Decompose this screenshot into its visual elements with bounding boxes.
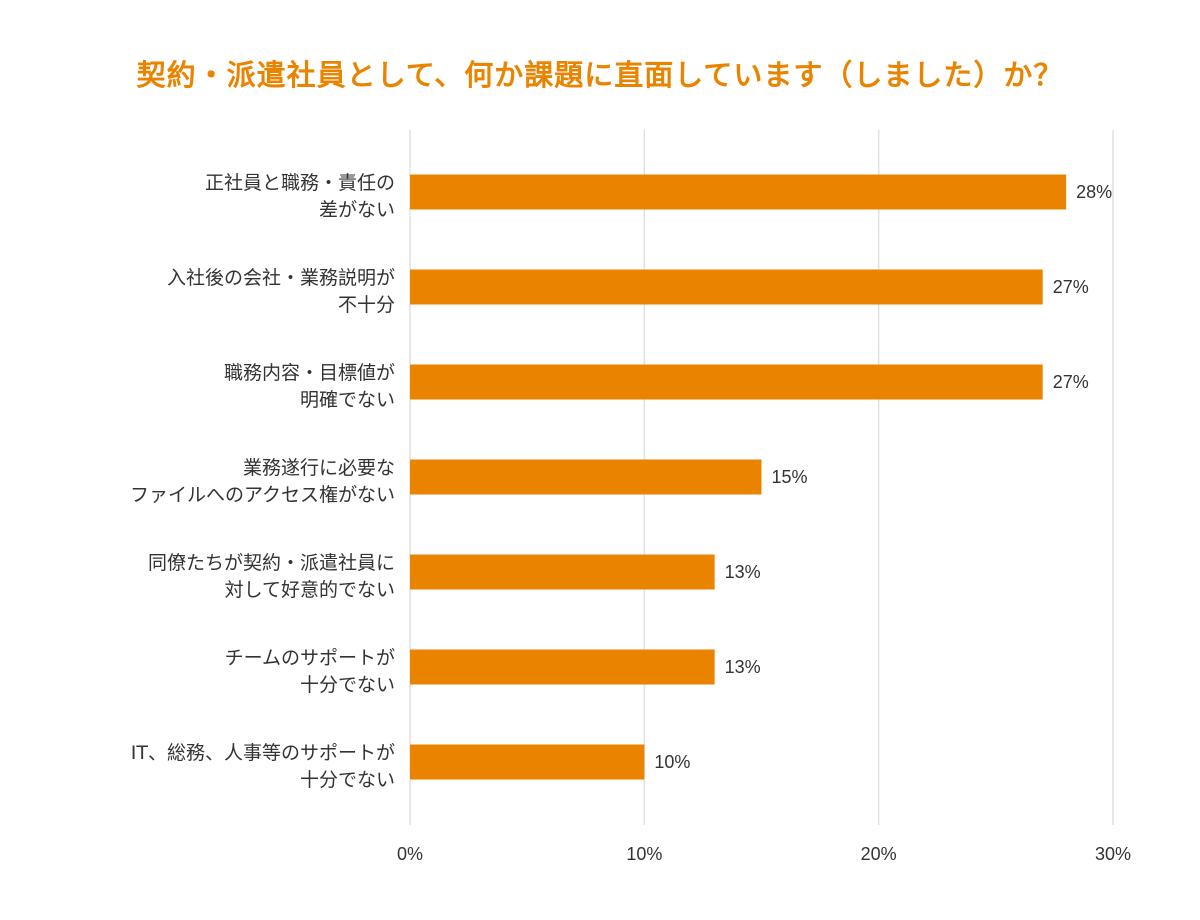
bar bbox=[410, 459, 762, 495]
category-label-line: 十分でない bbox=[300, 769, 395, 791]
category-label: 正社員と職務・責任の差がない bbox=[205, 172, 395, 221]
category-label: チームのサポートが十分でない bbox=[225, 647, 395, 696]
category-label-line: 正社員と職務・責任の bbox=[205, 172, 395, 194]
category-label: 職務内容・目標値が明確でない bbox=[224, 362, 395, 411]
category-label-line: 十分でない bbox=[300, 674, 395, 696]
category-label-line: 業務遂行に必要な bbox=[243, 457, 395, 479]
category-label-line: 不十分 bbox=[338, 294, 395, 316]
x-tick-label: 0% bbox=[397, 844, 423, 864]
bar bbox=[410, 269, 1043, 305]
value-label: 13% bbox=[725, 562, 761, 582]
category-label-line: 対して好意的でない bbox=[225, 579, 395, 601]
bar bbox=[410, 744, 645, 780]
value-labels: 28% 27% 27% 15% 13% 13% 10% bbox=[654, 182, 1112, 772]
category-label: 業務遂行に必要なファイルへのアクセス権がない bbox=[130, 457, 395, 506]
bar bbox=[410, 649, 715, 685]
x-axis-ticks: 0% 10% 20% 30% bbox=[397, 844, 1131, 864]
bar bbox=[410, 174, 1067, 210]
category-label-line: 差がない bbox=[319, 199, 395, 221]
value-label: 28% bbox=[1076, 182, 1112, 202]
category-label: 入社後の会社・業務説明が不十分 bbox=[167, 267, 395, 316]
x-tick-label: 20% bbox=[861, 844, 897, 864]
x-tick-label: 10% bbox=[626, 844, 662, 864]
category-label-line: 明確でない bbox=[300, 389, 395, 411]
category-label-line: 入社後の会社・業務説明が bbox=[167, 267, 395, 289]
x-tick-label: 30% bbox=[1095, 844, 1131, 864]
category-label-line: 同僚たちが契約・派遣社員に bbox=[148, 552, 395, 574]
category-label-line: ファイルへのアクセス権がない bbox=[130, 484, 395, 506]
chart-title: 契約・派遣社員として、何か課題に直面しています（しました）か？ bbox=[136, 58, 1064, 92]
bar bbox=[410, 554, 715, 590]
bar bbox=[410, 364, 1043, 400]
value-label: 27% bbox=[1053, 277, 1089, 297]
category-label: IT、総務、人事等のサポートが十分でない bbox=[131, 742, 395, 791]
value-label: 27% bbox=[1053, 372, 1089, 392]
bars bbox=[410, 174, 1067, 780]
value-label: 13% bbox=[725, 657, 761, 677]
value-label: 10% bbox=[654, 752, 690, 772]
category-labels: 正社員と職務・責任の差がない入社後の会社・業務説明が不十分職務内容・目標値が明確… bbox=[130, 172, 395, 791]
value-label: 15% bbox=[772, 467, 808, 487]
category-label-line: IT、総務、人事等のサポートが bbox=[131, 742, 395, 764]
category-label: 同僚たちが契約・派遣社員に対して好意的でない bbox=[148, 552, 395, 601]
category-label-line: 職務内容・目標値が bbox=[224, 362, 395, 384]
category-label-line: チームのサポートが bbox=[225, 647, 395, 669]
